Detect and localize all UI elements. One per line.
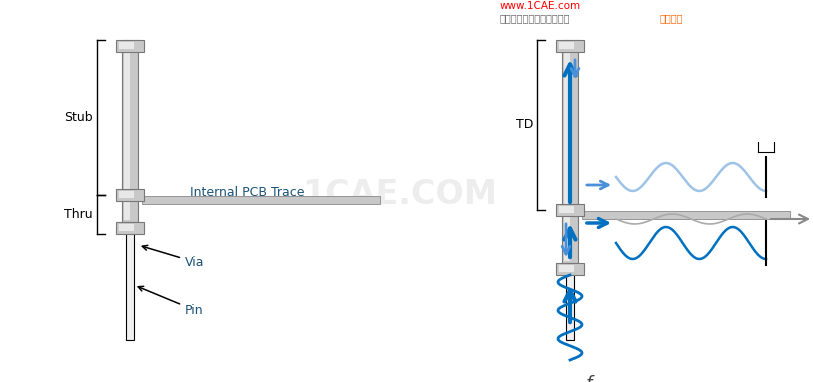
Text: Internal PCB Trace: Internal PCB Trace [190,186,305,199]
Text: TD: TD [515,118,533,131]
Bar [142,196,380,204]
Bar [116,189,144,201]
Text: www.1CAE.com: www.1CAE.com [500,1,581,11]
Bar [124,42,129,220]
Bar [559,42,575,49]
Bar [119,191,134,198]
Bar [559,265,575,272]
Text: 信号完整性与高速电路设计: 信号完整性与高速电路设计 [500,13,571,23]
Bar [559,206,575,213]
Text: $f$: $f$ [585,375,595,382]
Bar [116,222,144,234]
Bar [564,42,570,261]
Bar [556,204,584,216]
Bar [556,263,584,275]
Bar [562,40,578,263]
Bar [566,265,574,340]
Bar [119,42,134,49]
Bar [116,40,144,52]
Bar [556,40,584,52]
Text: Thru: Thru [64,208,93,221]
Bar [126,225,134,340]
Text: Stub: Stub [64,111,93,124]
Bar [582,211,790,219]
Text: 仿真在线: 仿真在线 [660,13,684,23]
Text: Pin: Pin [138,286,203,317]
Text: Via: Via [142,245,205,269]
Bar [119,224,134,231]
Text: 1CAE.COM: 1CAE.COM [302,178,498,212]
Bar [122,40,138,222]
